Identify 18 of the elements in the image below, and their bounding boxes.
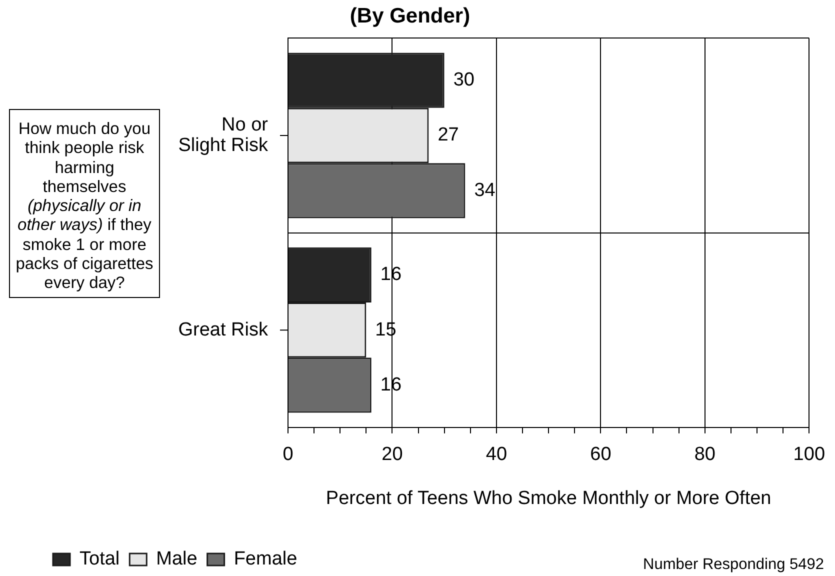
legend-label: Total [80,548,120,570]
text: Number Responding 5492 [643,556,824,574]
data-label: 30 [453,70,474,91]
x-tick-label: 60 [590,444,612,466]
x-tick-label: 40 [486,444,508,466]
data-label: 27 [438,124,459,146]
y-tick-label: Great Risk [178,319,268,340]
x-tick-label: 80 [694,444,716,466]
x-tick-label: 0 [282,444,294,466]
chart-title: (By Gender) [350,4,470,28]
x-tick-label: 100 [793,444,825,466]
legend-label: Female [234,548,298,570]
legend-label: Male [156,548,198,570]
x-axis-title: Percent of Teens Who Smoke Monthly or More Often [326,488,772,509]
x-tick-label: 20 [382,444,403,466]
y-tick-label: No or Slight Risk [178,114,269,156]
note-box: How much do you think people risk harming themselves (physically or in other ways) if they smoke 1 or more packs of cigarettes every day? [9,109,160,298]
data-label: 34 [474,180,496,201]
